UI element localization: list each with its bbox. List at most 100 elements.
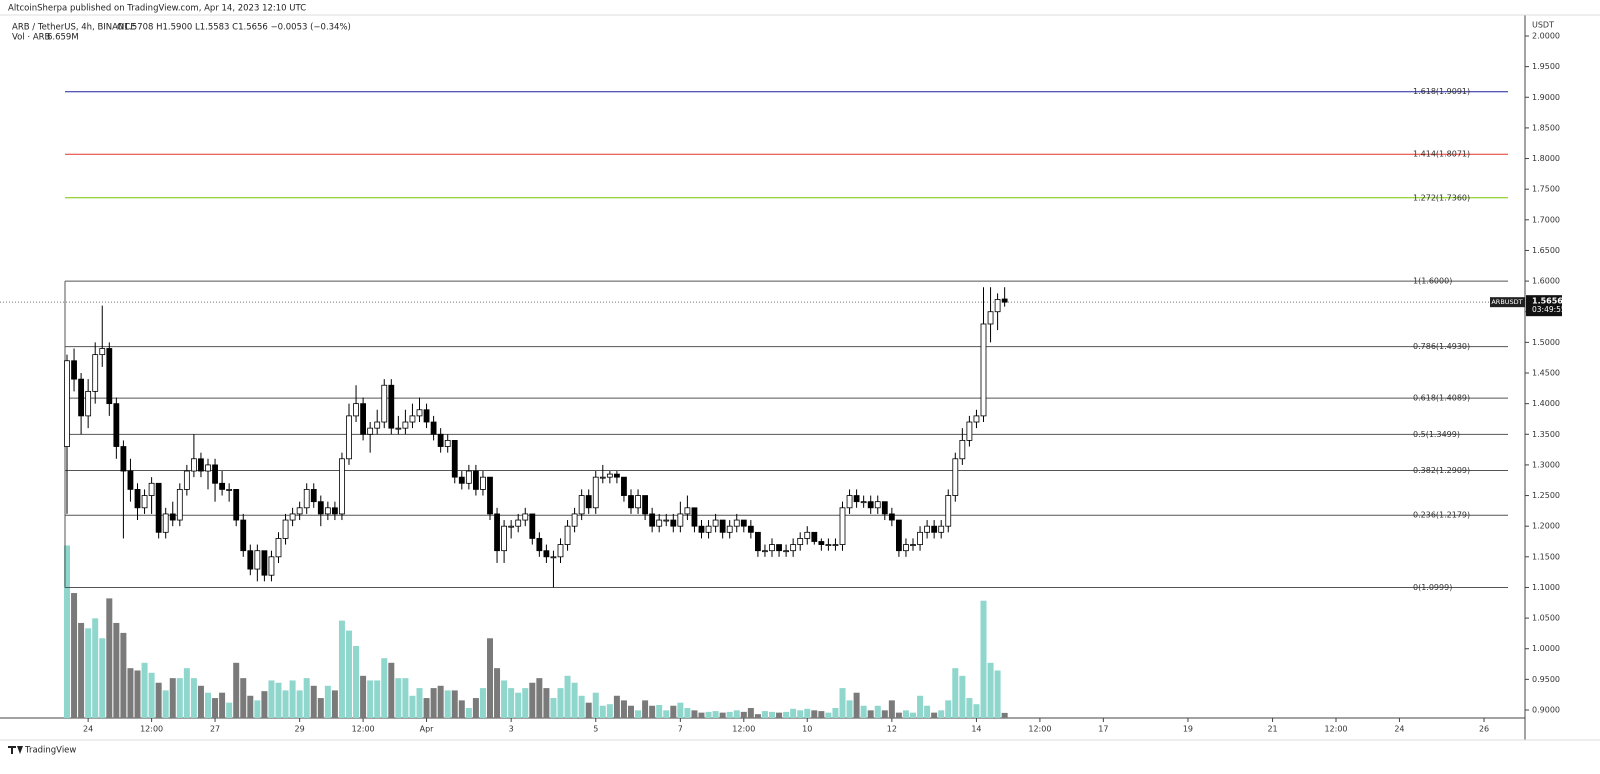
symbol-tag-bg bbox=[1490, 297, 1525, 308]
candle-body bbox=[190, 458, 197, 472]
volume-bar bbox=[451, 690, 458, 718]
volume-bar bbox=[190, 678, 197, 718]
volume-bar bbox=[860, 705, 867, 718]
candle-body bbox=[78, 378, 84, 417]
volume-bar bbox=[642, 700, 649, 718]
volume-bar bbox=[219, 692, 226, 718]
volume-bar bbox=[656, 704, 663, 718]
candle-body bbox=[508, 525, 515, 528]
volume-bar bbox=[472, 698, 479, 718]
volume-bar bbox=[564, 675, 571, 718]
candle-body bbox=[515, 519, 522, 527]
candle-body bbox=[931, 525, 938, 533]
candle-body bbox=[860, 501, 867, 504]
y-tick-label: 1.0500 bbox=[1532, 614, 1560, 623]
volume-bar bbox=[479, 688, 486, 718]
publisher: AltcoinSherpa published on TradingView.c… bbox=[8, 4, 306, 14]
volume-bar bbox=[578, 695, 585, 718]
volume-bar bbox=[585, 702, 592, 718]
volume-bar bbox=[712, 711, 719, 718]
fib-label: 1.272(1.7360) bbox=[1413, 193, 1470, 202]
volume-bar bbox=[818, 711, 825, 718]
candle-body bbox=[233, 489, 240, 521]
candle-body bbox=[797, 538, 804, 545]
volume-bar bbox=[99, 638, 106, 718]
candle-body bbox=[952, 458, 959, 496]
volume-bar bbox=[945, 700, 952, 718]
footer: TradingView bbox=[24, 746, 76, 756]
volume-bar bbox=[212, 698, 219, 718]
x-tick-label: 12:00 bbox=[732, 725, 755, 734]
x-tick-label: 5 bbox=[593, 725, 598, 734]
volume-bar bbox=[987, 662, 994, 718]
volume-bar bbox=[465, 708, 472, 718]
candle-body bbox=[339, 458, 345, 515]
volume-bar bbox=[395, 678, 402, 718]
candle-body bbox=[303, 489, 310, 509]
candle-body bbox=[987, 311, 994, 325]
candle-body bbox=[917, 531, 923, 545]
candle-body bbox=[832, 544, 839, 546]
candle-body bbox=[71, 360, 77, 380]
volume-bar bbox=[649, 705, 656, 718]
candle-body bbox=[367, 427, 374, 435]
volume-label: Vol · ARB bbox=[12, 33, 51, 43]
candle-body bbox=[691, 507, 698, 527]
volume-bar bbox=[938, 710, 945, 718]
volume-bar bbox=[825, 712, 832, 718]
volume-bar bbox=[846, 700, 853, 718]
candle-body bbox=[903, 544, 909, 552]
volume-bar bbox=[529, 682, 536, 718]
volume-bar bbox=[867, 710, 874, 718]
volume-bar bbox=[515, 692, 522, 718]
volume-bar bbox=[592, 692, 599, 718]
logo bbox=[8, 746, 23, 754]
x-tick-label: 24 bbox=[83, 725, 93, 734]
volume-bar bbox=[233, 662, 240, 718]
volume-bar bbox=[169, 678, 176, 718]
volume-bar bbox=[275, 682, 282, 718]
volume-bar bbox=[853, 692, 860, 718]
y-tick-label: 1.1500 bbox=[1532, 552, 1560, 561]
candle-body bbox=[113, 403, 120, 447]
candle-body bbox=[874, 501, 881, 509]
volume-bar bbox=[183, 668, 190, 718]
candle-body bbox=[183, 470, 190, 490]
volume-bar bbox=[226, 702, 233, 718]
volume-bar bbox=[959, 675, 966, 718]
volume-bar bbox=[613, 695, 620, 718]
countdown: 03:49:55 bbox=[1532, 305, 1566, 314]
candle-body bbox=[726, 525, 733, 533]
volume-bar bbox=[924, 705, 931, 718]
candle-body bbox=[818, 541, 825, 545]
volume-bar bbox=[620, 700, 627, 718]
y-tick-label: 2.0000 bbox=[1532, 32, 1560, 41]
candle-body bbox=[212, 464, 218, 484]
volume-bar bbox=[1001, 712, 1008, 718]
volume-bar bbox=[338, 620, 345, 718]
candle-body bbox=[437, 433, 444, 447]
volume-bar bbox=[726, 711, 733, 718]
x-tick-label: 14 bbox=[971, 725, 981, 734]
candle-body bbox=[240, 519, 247, 552]
candle-body bbox=[980, 323, 987, 417]
candle-body bbox=[275, 538, 282, 558]
candle-body bbox=[522, 513, 529, 521]
volume-bar bbox=[324, 685, 331, 718]
price-tag: 1.5656 bbox=[1532, 297, 1563, 306]
candle-body bbox=[698, 525, 705, 533]
candle-body bbox=[162, 513, 169, 533]
y-tick-label: 1.3500 bbox=[1532, 430, 1560, 439]
candle-body bbox=[740, 519, 747, 527]
candle-body bbox=[176, 489, 183, 521]
volume-bar bbox=[487, 638, 493, 718]
candle-body bbox=[388, 384, 395, 429]
candle-body bbox=[606, 473, 613, 478]
volume-bar bbox=[367, 680, 374, 718]
candle-body bbox=[487, 476, 493, 515]
volume-bar bbox=[197, 685, 204, 718]
candle-body bbox=[324, 507, 331, 515]
x-tick-label: Apr bbox=[420, 725, 435, 734]
candle-body bbox=[1001, 298, 1008, 303]
